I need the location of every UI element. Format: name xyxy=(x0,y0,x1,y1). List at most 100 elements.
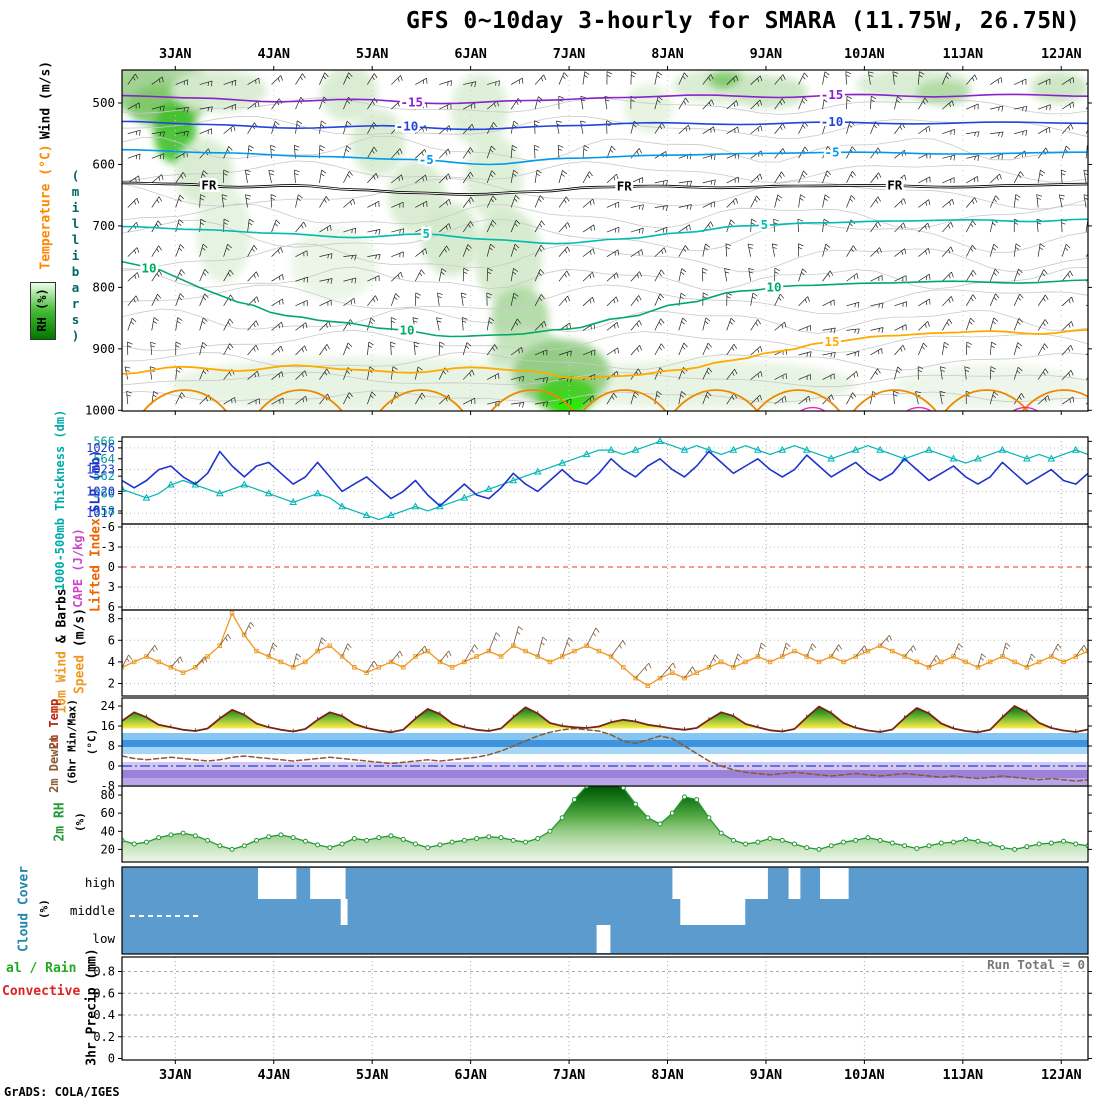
temp-contour-arc-20 xyxy=(673,389,759,411)
rh-tick-label: 20 xyxy=(101,842,115,856)
thickness-tick-label: 562 xyxy=(93,469,115,483)
pressure-tick-label: 800 xyxy=(92,279,115,294)
wind-tick-label: 8 xyxy=(108,612,115,626)
temp-contour-arc-20 xyxy=(142,389,228,411)
contour-label: 10 xyxy=(767,280,782,295)
dewpoint-line xyxy=(122,727,1088,782)
x-tick-label-top: 5JAN xyxy=(356,46,389,62)
wind-tick-label: 2 xyxy=(108,677,115,691)
rh-fill xyxy=(122,786,1088,862)
rh-shading-blob xyxy=(624,83,673,133)
wind-tick-label: 4 xyxy=(108,655,115,669)
x-tick-label-bottom: 5JAN xyxy=(356,1067,389,1083)
temp-contour-arc-20 xyxy=(852,389,938,411)
temp-contour-5 xyxy=(122,218,1088,245)
cloud-cover-axis-label: Cloud Cover xyxy=(16,865,32,953)
li-tick-label: 3 xyxy=(108,580,115,594)
temp-fill xyxy=(122,706,1088,729)
temp-scale-band xyxy=(122,770,1088,778)
dewpt-axis-label: 2m DewPt xyxy=(47,735,61,793)
precip-tick-label: 0.2 xyxy=(93,1030,115,1044)
freezing-level-label: FR xyxy=(617,179,633,194)
temp-contour-15 xyxy=(122,328,1088,380)
temp-contour-arc-20 xyxy=(379,389,464,411)
t2m-panel xyxy=(122,705,1088,785)
contour-label: 5 xyxy=(423,226,431,241)
cloud-clear-patch-middle xyxy=(680,899,746,925)
temperature-axis-label: Temperature (°C) xyxy=(38,144,54,270)
contour-label: 5 xyxy=(761,217,769,232)
x-tick-label-bottom: 4JAN xyxy=(257,1067,290,1083)
temp-contour--5 xyxy=(122,148,1088,166)
wind-axis-label: Wind (m/s) xyxy=(38,60,54,140)
x-tick-label-top: 12JAN xyxy=(1041,46,1082,62)
rh2m-unit-label: (%) xyxy=(73,812,87,832)
lifted-index-axis-label: Lifted Index xyxy=(88,518,104,612)
temp-contour-arc-25 xyxy=(1012,406,1039,411)
x-tick-label-top: 11JAN xyxy=(942,46,983,62)
slp-tick-label: 1023 xyxy=(86,463,115,477)
contour-label: 10 xyxy=(399,322,414,337)
cloud-clear-patch-high xyxy=(820,868,849,899)
total-rain-label: al / Rain xyxy=(6,961,77,976)
x-tick-label-bottom: 10JAN xyxy=(844,1067,885,1083)
ms-unit-label: (m/s) xyxy=(72,607,88,648)
slp-axis-label: SLP (mb) xyxy=(88,449,104,513)
thickness-line xyxy=(122,440,1088,521)
li-tick-label: -6 xyxy=(101,520,115,534)
upper-air-border xyxy=(121,69,1089,412)
contour-label: -10 xyxy=(396,118,419,133)
rh-shading-blob xyxy=(474,208,543,308)
lifted-index-cape-panel xyxy=(122,524,1088,610)
rh-shading-blob xyxy=(708,71,744,89)
precip-tick-label: 0.8 xyxy=(93,965,115,979)
temp-scale-band xyxy=(122,740,1088,747)
cloud-clear-patch-high xyxy=(257,868,297,899)
rh-tick-label: 80 xyxy=(101,788,115,802)
rh-shading-blob xyxy=(730,75,808,108)
temp-scale-band xyxy=(122,778,1088,785)
temp-contour-arc-25 xyxy=(799,406,826,411)
x-tick-label-top: 6JAN xyxy=(454,46,487,62)
rh-colorbar xyxy=(30,282,56,340)
thickness-tick-label: 564 xyxy=(93,452,115,466)
slp-line xyxy=(122,450,1088,507)
temp-contour-arc-20 xyxy=(755,389,841,411)
x-tick-label-bottom: 6JAN xyxy=(454,1067,487,1083)
temp-contour--10 xyxy=(122,120,1088,131)
precip-tick-label: 0.4 xyxy=(93,1008,115,1022)
cloud-clear-patch-high xyxy=(672,868,768,899)
pressure-tick-label: 500 xyxy=(92,95,115,110)
rh2m-axis-label: 2m RH xyxy=(52,802,68,842)
cloud-row-label: low xyxy=(92,931,115,946)
thickness-tick-label: 560 xyxy=(93,487,115,501)
wind10m-line xyxy=(122,612,1088,687)
rh-axis-label: RH (%) xyxy=(35,288,49,332)
li-tick-label: 6 xyxy=(108,600,115,614)
cloud-clear-patch-high xyxy=(310,868,346,899)
rh2m-panel xyxy=(122,786,1088,862)
minmax-axis-label: (6hr Min/Max) xyxy=(65,698,79,786)
thickness-tick-label: 558 xyxy=(93,504,115,518)
barbs-axis-label: & Barbs xyxy=(54,588,70,644)
rh-shading-blob xyxy=(464,134,523,222)
rh2m-border xyxy=(121,785,1089,863)
x-tick-label-bottom: 11JAN xyxy=(942,1067,983,1083)
slp-tick-label: 1026 xyxy=(86,441,115,455)
precip-border xyxy=(121,956,1089,1061)
cloud-clear-patch-low xyxy=(596,925,611,953)
temp-tick-label: -8 xyxy=(101,779,115,793)
temp-contour-arc-20 xyxy=(582,389,667,411)
cloud-cover-panel xyxy=(122,867,1088,954)
upper-wind-barbs xyxy=(124,71,1088,408)
pressure-tick-label: 900 xyxy=(92,341,115,356)
x-tick-label-bottom: 9JAN xyxy=(750,1067,783,1083)
pressure-tick-label: 600 xyxy=(92,156,115,171)
convective-label: Convective xyxy=(2,984,81,999)
x-tick-label-top: 4JAN xyxy=(257,46,290,62)
x-tick-label-top: 10JAN xyxy=(844,46,885,62)
slp-tick-label: 1020 xyxy=(86,484,115,498)
upper-air-panel: -15 -15 -10 -10 -5 -5 5 5 10 10 10 15 FR FR FR xyxy=(122,70,1088,411)
rh-shading-blob xyxy=(1030,71,1088,104)
